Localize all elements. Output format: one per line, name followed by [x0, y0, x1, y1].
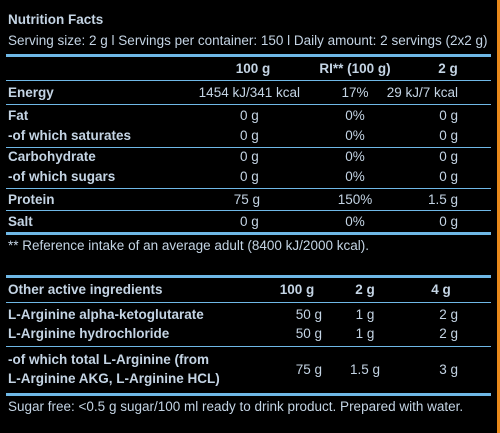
saturates-2g: 0 g	[439, 128, 458, 143]
saturates-100g: 0 g	[240, 128, 259, 143]
total-arginine-4g: 3 g	[439, 362, 458, 377]
row-label-saturates: -of which saturates	[8, 128, 132, 143]
divider	[6, 188, 491, 189]
protein-ri: 150%	[337, 192, 373, 207]
row-label-energy: Energy	[8, 85, 54, 100]
footnote: ** Reference intake of an average adult …	[8, 238, 369, 253]
sugar-free-note: Sugar free: <0.5 g sugar/100 ml ready to…	[8, 399, 464, 414]
active-col-2g: 2 g	[355, 282, 375, 297]
sugars-2g: 0 g	[439, 169, 458, 184]
total-arginine-100g: 75 g	[295, 362, 322, 377]
fat-2g: 0 g	[439, 108, 458, 123]
active-col-4g: 4 g	[431, 282, 451, 297]
salt-ri: 0%	[345, 214, 365, 229]
serving-info: Serving size: 2 g l Servings per contain…	[8, 33, 488, 48]
col-header-2g: 2 g	[438, 61, 458, 76]
divider	[6, 346, 491, 347]
title: Nutrition Facts	[8, 12, 104, 27]
col-header-100g: 100 g	[235, 61, 271, 76]
energy-ri: 17%	[341, 85, 369, 100]
salt-2g: 0 g	[439, 214, 458, 229]
hcl-2g: 1 g	[355, 326, 375, 341]
saturates-ri: 0%	[345, 128, 365, 143]
row-label-total-arginine-line2: L-Arginine AKG, L-Arginine HCL)	[8, 371, 220, 386]
row-label-sugars: -of which sugars	[8, 169, 116, 184]
active-header-label: Other active ingredients	[8, 282, 163, 297]
energy-2g: 29 kJ/7 kcal	[386, 85, 458, 100]
row-label-protein: Protein	[8, 192, 55, 207]
row-label-total-arginine-line1: -of which total L-Arginine (from	[8, 352, 209, 367]
total-arginine-2g: 1.5 g	[349, 362, 381, 377]
fat-100g: 0 g	[240, 108, 259, 123]
row-label-carbohydrate: Carbohydrate	[8, 149, 96, 164]
akg-4g: 2 g	[439, 307, 458, 322]
akg-100g: 50 g	[295, 307, 322, 322]
divider	[6, 232, 491, 235]
row-label-arginine-hcl: L-Arginine hydrochloride	[8, 326, 170, 341]
sugars-100g: 0 g	[240, 169, 259, 184]
hcl-4g: 2 g	[439, 326, 458, 341]
divider	[6, 104, 491, 105]
carbohydrate-ri: 0%	[345, 149, 365, 164]
row-label-fat: Fat	[8, 108, 29, 123]
divider	[6, 210, 491, 211]
salt-100g: 0 g	[240, 214, 259, 229]
col-header-ri: RI** (100 g)	[319, 61, 391, 76]
active-col-100g: 100 g	[279, 282, 315, 297]
divider	[6, 147, 491, 148]
divider	[6, 54, 491, 57]
divider	[6, 275, 491, 278]
akg-2g: 1 g	[355, 307, 375, 322]
divider	[6, 393, 491, 396]
sugars-ri: 0%	[345, 169, 365, 184]
energy-100g: 1454 kJ/341 kcal	[198, 85, 300, 100]
protein-2g: 1.5 g	[427, 192, 458, 207]
row-label-salt: Salt	[8, 214, 33, 229]
divider	[6, 302, 491, 303]
hcl-100g: 50 g	[295, 326, 322, 341]
carbohydrate-100g: 0 g	[240, 149, 259, 164]
row-label-arginine-akg: L-Arginine alpha-ketoglutarate	[8, 307, 204, 322]
fat-ri: 0%	[345, 108, 365, 123]
carbohydrate-2g: 0 g	[439, 149, 458, 164]
divider	[6, 80, 491, 81]
protein-100g: 75 g	[233, 192, 260, 207]
